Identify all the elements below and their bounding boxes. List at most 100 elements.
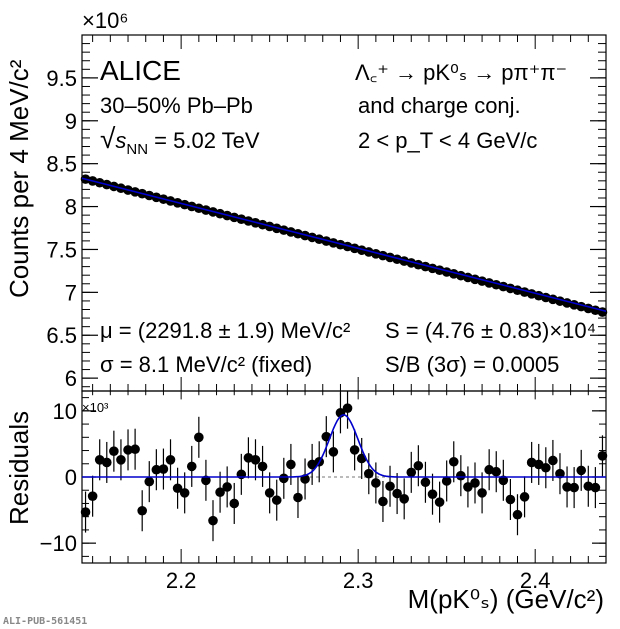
- residual-point: [222, 482, 232, 492]
- residual-point: [463, 482, 473, 492]
- residual-point: [477, 488, 487, 498]
- residual-point: [427, 489, 438, 500]
- top-y-tick-label: 9: [65, 109, 77, 134]
- residual-point: [293, 492, 303, 503]
- residual-point: [434, 497, 445, 507]
- residual-point: [363, 468, 374, 479]
- residual-point: [257, 461, 268, 472]
- residual-point: [328, 447, 339, 457]
- energy-value: = 5.02 TeV: [148, 128, 260, 153]
- background-fit-line: [81, 177, 607, 312]
- residual-point: [80, 507, 91, 517]
- mu-label: μ = (2291.8 ± 1.9) MeV/c²: [100, 318, 350, 343]
- pt-range-label: 2 < p_T < 4 GeV/c: [358, 128, 537, 153]
- residual-point: [512, 509, 523, 520]
- residual-point: [505, 494, 516, 505]
- publication-id: ALI-PUB-561451: [3, 616, 87, 627]
- residual-point: [371, 478, 381, 488]
- bottom-y-multiplier: ×10³: [82, 400, 109, 415]
- x-tick-label: 2.2: [166, 568, 197, 593]
- residual-point: [342, 403, 353, 414]
- top-y-multiplier: ×10⁶: [82, 8, 128, 33]
- residual-point: [470, 478, 480, 488]
- top-y-tick-label: 9.5: [46, 66, 77, 91]
- top-y-ticks: 6 6.5 7 7.5 8 8.5 9 9.5: [46, 43, 606, 391]
- sb-label: S/B (3σ) = 0.0005: [385, 352, 559, 377]
- residual-point: [519, 492, 530, 502]
- bottom-y-ticks: 10 0 −10: [40, 397, 606, 557]
- residual-point: [130, 444, 140, 455]
- residual-point: [441, 476, 452, 486]
- residual-point: [406, 467, 417, 478]
- top-y-axis-label: Counts per 4 MeV/c²: [4, 59, 34, 298]
- sqrt-symbol: √: [100, 123, 116, 154]
- residual-point: [101, 457, 112, 468]
- x-tick-label: 2.4: [520, 568, 551, 593]
- residual-point: [123, 445, 133, 455]
- residual-point: [413, 460, 424, 471]
- residual-point: [555, 468, 565, 479]
- energy-label: √sNN = 5.02 TeV: [100, 123, 260, 158]
- residual-point: [137, 505, 147, 516]
- residual-point: [569, 482, 579, 493]
- top-y-tick-label: 7.5: [46, 237, 77, 262]
- residual-point: [158, 464, 169, 474]
- residual-point: [399, 494, 409, 504]
- x-tick-label: 2.3: [343, 568, 374, 593]
- residual-point: [456, 470, 466, 481]
- bottom-y-tick-label: 10: [53, 399, 77, 424]
- residual-points: [80, 391, 608, 542]
- sigma-label: σ = 8.1 MeV/c² (fixed): [100, 352, 312, 377]
- x-axis-label: M(pK⁰ₛ) (GeV/c²): [408, 584, 604, 614]
- residual-point: [498, 475, 509, 486]
- top-y-tick-label: 6: [65, 366, 77, 391]
- centrality-label: 30–50% Pb–Pb: [100, 93, 253, 118]
- bottom-y-tick-label: −10: [40, 531, 77, 556]
- bottom-y-tick-label: 0: [65, 465, 77, 490]
- residual-point: [172, 483, 183, 494]
- residual-point: [548, 455, 558, 466]
- residual-point: [264, 488, 275, 498]
- top-y-tick-label: 7: [65, 280, 77, 305]
- residual-point: [250, 455, 261, 465]
- residual-point: [541, 462, 551, 473]
- residual-point: [286, 459, 296, 470]
- residual-point: [420, 477, 431, 488]
- residual-point: [385, 481, 395, 492]
- charge-conj-label: and charge conj.: [358, 93, 521, 118]
- residual-point: [590, 482, 601, 493]
- residual-point: [87, 491, 98, 501]
- residual-point: [186, 461, 197, 472]
- energy-sub: NN: [126, 141, 148, 158]
- residual-point: [229, 498, 240, 509]
- residual-point: [583, 481, 594, 492]
- residual-point: [491, 466, 502, 477]
- decay-label: Λ꜀⁺ → pK⁰ₛ → pπ⁺π⁻: [355, 60, 567, 85]
- residual-point: [597, 451, 608, 461]
- residual-point: [165, 455, 176, 465]
- bottom-x-ticks: 2.2 2.3 2.4: [92, 391, 607, 593]
- residual-point: [116, 455, 126, 465]
- residual-point: [392, 488, 402, 499]
- residual-point: [201, 475, 211, 486]
- residual-point: [576, 465, 587, 476]
- top-y-tick-label: 8: [65, 195, 77, 220]
- residual-point: [378, 496, 388, 507]
- residual-point: [215, 487, 225, 498]
- residual-point: [151, 464, 162, 475]
- residual-point: [208, 515, 218, 526]
- top-data-points: [80, 174, 608, 317]
- residual-point: [144, 476, 155, 487]
- top-x-ticks: [92, 35, 607, 391]
- top-y-tick-label: 8.5: [46, 152, 77, 177]
- residual-point: [194, 432, 204, 443]
- residual-point: [279, 473, 289, 484]
- residual-point: [349, 445, 360, 455]
- signal-label: S = (4.76 ± 0.83)×10⁴: [385, 318, 596, 343]
- bottom-y-axis-label: Residuals: [4, 411, 34, 525]
- residual-point: [109, 446, 119, 457]
- residual-point: [179, 488, 190, 498]
- residual-point: [271, 495, 282, 505]
- residual-point: [448, 456, 459, 467]
